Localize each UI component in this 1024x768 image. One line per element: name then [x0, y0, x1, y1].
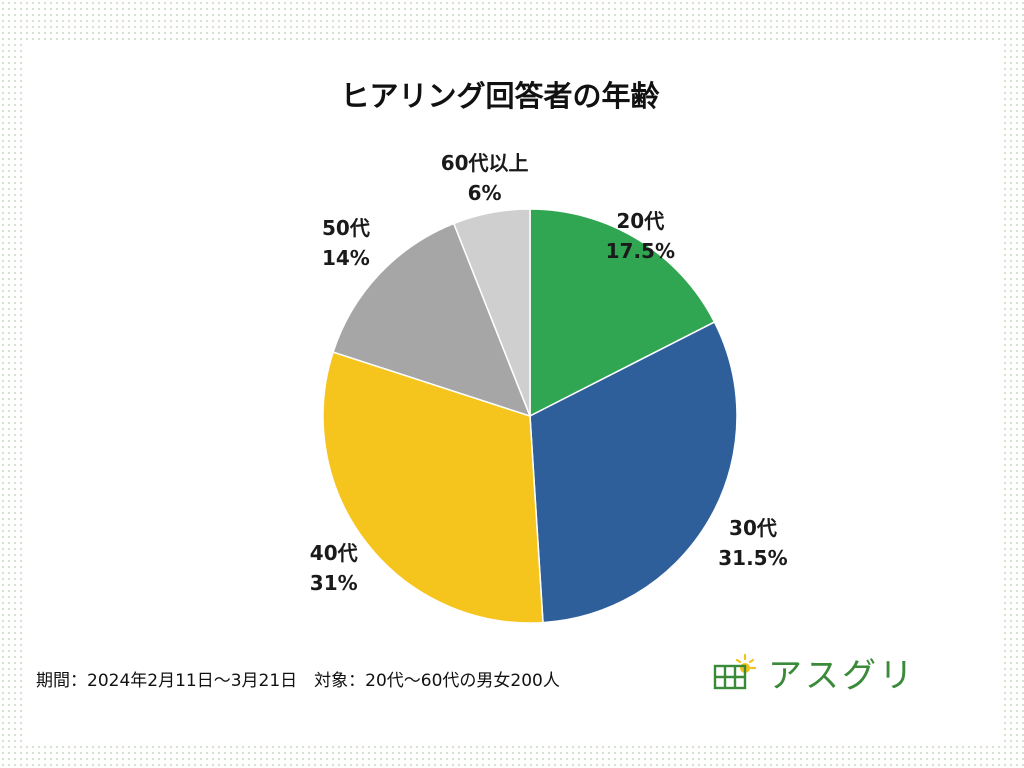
- pie-slice-5: [452, 208, 531, 417]
- slice-value: 14%: [321, 246, 370, 271]
- pie-slice-4: [332, 222, 532, 418]
- slice-category: 50代: [321, 216, 370, 241]
- pie-slice-3: [322, 351, 544, 624]
- slice-value: 17.5%: [605, 238, 675, 263]
- slice-label-3: 40代 31%: [269, 538, 399, 598]
- logo-text: アスグリ: [768, 655, 916, 696]
- slice-value: 6%: [467, 181, 502, 206]
- slice-label-1: 20代 17.5%: [575, 206, 705, 266]
- slice-value: 31%: [309, 571, 358, 596]
- footnote: 期間：2024年2月11日～3月21日 対象：20代～60代の男女200人: [36, 671, 560, 691]
- slice-label-2: 30代 31.5%: [688, 513, 818, 573]
- slice-category: 40代: [309, 541, 358, 566]
- slice-value: 31.5%: [718, 546, 788, 571]
- pie-slice-1: [529, 208, 716, 418]
- slice-category: 60代以上: [440, 151, 529, 176]
- slice-label-4: 50代 14%: [281, 213, 411, 273]
- slice-category: 30代: [729, 516, 777, 541]
- slice-label-5: 60代以上 6%: [420, 148, 550, 208]
- pie-slice-2: [529, 321, 738, 624]
- slice-category: 20代: [616, 208, 665, 233]
- chart-title: ヒアリング回答者の年齢: [340, 79, 660, 113]
- brand-logo: アスグリ: [712, 650, 916, 696]
- solar-panel-sun-icon: [713, 653, 757, 690]
